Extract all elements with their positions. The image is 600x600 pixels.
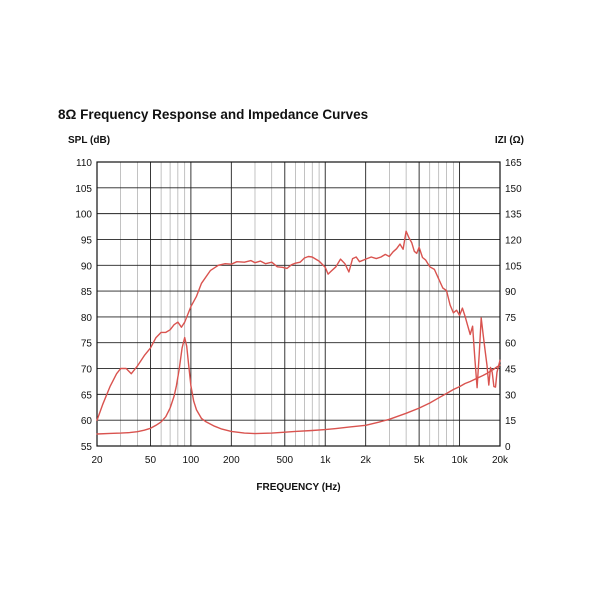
x-tick-label: 500 bbox=[276, 455, 293, 466]
x-tick-label: 100 bbox=[183, 455, 200, 466]
x-tick-label: 10k bbox=[451, 455, 468, 466]
grid-major bbox=[96, 161, 501, 447]
y-right-tick-label: 75 bbox=[505, 313, 517, 324]
y-right-tick-labels: 0 15 30 45 60 75 90 105 120 135 150 165 bbox=[505, 158, 522, 453]
y-right-tick-label: 90 bbox=[505, 287, 517, 298]
y-left-tick-label: 105 bbox=[75, 184, 92, 195]
y-right-tick-label: 120 bbox=[505, 235, 522, 246]
plot-frame bbox=[96, 161, 501, 447]
y-left-tick-label: 110 bbox=[76, 158, 92, 169]
y-right-tick-label: 60 bbox=[505, 339, 517, 350]
y-left-tick-label: 75 bbox=[81, 339, 93, 350]
chart-title: 8Ω Frequency Response and Impedance Curv… bbox=[58, 107, 369, 122]
y-left-tick-label: 100 bbox=[75, 210, 92, 221]
y-right-tick-label: 15 bbox=[505, 416, 517, 427]
impedance-curve bbox=[96, 336, 501, 435]
y-left-tick-label: 55 bbox=[81, 442, 93, 453]
y-left-tick-label: 85 bbox=[81, 287, 93, 298]
x-tick-label: 200 bbox=[223, 455, 240, 466]
grid-minor bbox=[120, 162, 454, 446]
x-tick-label: 1k bbox=[320, 455, 332, 466]
x-tick-label: 20k bbox=[492, 455, 509, 466]
x-tick-label: 5k bbox=[414, 455, 426, 466]
spl-curve bbox=[96, 230, 501, 421]
x-tick-label: 2k bbox=[360, 455, 372, 466]
x-tick-label: 50 bbox=[145, 455, 157, 466]
y-right-tick-label: 45 bbox=[505, 365, 517, 376]
y-left-tick-label: 60 bbox=[81, 416, 93, 427]
y-right-tick-label: 150 bbox=[505, 184, 522, 195]
y-right-tick-label: 165 bbox=[505, 158, 522, 169]
series-layer bbox=[96, 230, 501, 435]
x-tick-labels: 20 50 100 200 500 1k 2k 5k 10k 20k bbox=[91, 455, 509, 466]
y-axis-right-label: IZI (Ω) bbox=[495, 135, 524, 146]
y-left-tick-label: 65 bbox=[81, 390, 93, 401]
x-axis-label: FREQUENCY (Hz) bbox=[256, 482, 340, 493]
y-left-tick-labels: 55 60 65 70 75 80 85 90 95 100 105 110 bbox=[75, 158, 92, 453]
y-left-tick-label: 95 bbox=[81, 235, 93, 246]
y-left-tick-label: 70 bbox=[81, 365, 93, 376]
y-axis-left-label: SPL (dB) bbox=[68, 135, 110, 146]
x-tick-label: 20 bbox=[91, 455, 103, 466]
y-right-tick-label: 30 bbox=[505, 390, 517, 401]
y-right-tick-label: 135 bbox=[505, 210, 522, 221]
y-right-tick-label: 105 bbox=[505, 261, 522, 272]
y-left-tick-label: 90 bbox=[81, 261, 93, 272]
y-right-tick-label: 0 bbox=[505, 442, 511, 453]
y-left-tick-label: 80 bbox=[81, 313, 93, 324]
